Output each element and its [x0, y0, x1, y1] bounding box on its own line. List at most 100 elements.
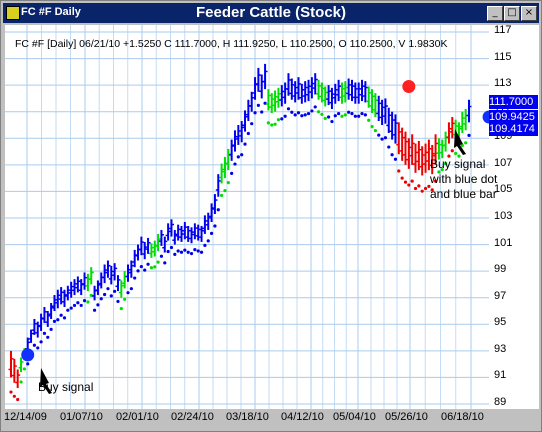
stop-dot [413, 186, 418, 191]
stop-dot [454, 151, 458, 156]
stop-dot [380, 137, 384, 141]
stop-dot [333, 114, 337, 118]
stop-dot [209, 231, 214, 236]
stop-dot [56, 318, 60, 322]
stop-dot [193, 248, 197, 252]
stop-dot [12, 394, 16, 398]
price-chart[interactable] [5, 25, 489, 409]
y-tick-label: 99 [494, 263, 507, 276]
y-tick-label: 103 [494, 210, 513, 222]
stop-dot [323, 116, 327, 120]
stop-dot [42, 331, 47, 335]
stop-dot [387, 145, 391, 149]
stop-dot [273, 122, 277, 126]
stop-dot [99, 297, 103, 301]
plot-area[interactable]: FC #F [Daily] 06/21/10 +1.5250 C 111.700… [5, 25, 489, 409]
stop-dot [400, 176, 404, 180]
stop-dot [236, 155, 240, 159]
stop-dot [296, 111, 301, 115]
stop-dot [276, 118, 281, 122]
y-tick-label: 107 [494, 156, 513, 169]
x-tick-label: 05/04/10 [333, 411, 376, 423]
middle-price-label: 109.9425 [489, 110, 538, 124]
x-tick-label: 06/18/10 [441, 411, 484, 423]
x-tick-label: 12/14/09 [4, 411, 47, 423]
stop-dot [377, 133, 381, 137]
stop-dot [337, 111, 341, 116]
stop-dot [350, 111, 354, 116]
stop-dot [326, 115, 331, 119]
y-tick-label: 95 [494, 316, 507, 329]
x-tick-label: 05/26/10 [385, 411, 428, 423]
stop-dot [403, 180, 408, 184]
blue-signal-dot [482, 110, 489, 124]
stop-dot [109, 294, 113, 298]
buy-signal-annotation-2-line1: Buy signal [430, 157, 486, 171]
stop-dot [203, 243, 207, 247]
app-icon [6, 6, 20, 20]
stop-dot [36, 346, 40, 350]
stop-dot [186, 250, 190, 254]
stop-dot [199, 250, 204, 254]
stop-dot [353, 114, 357, 118]
x-tick-label: 03/18/10 [226, 411, 269, 423]
stop-dot [22, 367, 26, 371]
minimize-button[interactable]: _ [487, 6, 503, 21]
stop-dot [153, 265, 157, 269]
close-button[interactable]: × [521, 6, 537, 21]
arrow-icon [454, 129, 466, 155]
stop-dot [443, 161, 448, 166]
blue-signal-dot [21, 348, 35, 362]
y-tick-label: 105 [494, 183, 513, 196]
stop-dot [340, 114, 344, 118]
stop-dot [263, 101, 267, 105]
stop-dot [206, 239, 210, 243]
title-bar[interactable]: FC #F Daily Feeder Cattle (Stock) _ □ × [3, 3, 539, 23]
stop-dot [266, 121, 271, 125]
stop-dot [423, 186, 428, 191]
stop-dot [293, 113, 297, 117]
stop-dot [16, 397, 20, 402]
stop-dot [223, 189, 227, 193]
stop-dot [306, 111, 311, 116]
y-tick-label: 101 [494, 236, 513, 249]
stop-dot [179, 250, 184, 254]
arrow-icon [40, 368, 52, 394]
maximize-button[interactable]: □ [504, 6, 520, 21]
stop-dot [240, 153, 244, 157]
x-tick-label: 02/24/10 [171, 411, 214, 423]
stop-dot [82, 299, 87, 303]
stop-dot [220, 193, 224, 198]
stop-dot [320, 112, 324, 116]
x-tick-label: 04/12/10 [281, 411, 324, 423]
stop-dot [450, 149, 454, 153]
stop-dot [303, 113, 307, 117]
stop-dot [300, 114, 304, 118]
buy-signal-annotation-1: Buy signal [38, 380, 94, 394]
stop-dot [39, 340, 43, 344]
stop-dot [76, 301, 80, 305]
stop-dot [360, 111, 364, 116]
stop-dot [280, 117, 284, 121]
stop-dot [407, 183, 411, 187]
stop-dot [397, 169, 401, 173]
stop-dot [373, 128, 377, 133]
stop-dot [343, 113, 347, 117]
stop-dot [143, 268, 147, 272]
stop-dot [256, 103, 260, 107]
y-tick-label: 117 [494, 24, 512, 36]
signal-price-label: 109.4174 [489, 122, 538, 136]
stop-dot [310, 109, 314, 113]
stop-dot [246, 131, 250, 136]
stop-dot [9, 390, 13, 394]
stop-dot [433, 179, 438, 183]
stop-dot [59, 313, 63, 317]
stop-dot [26, 362, 30, 366]
stop-dot [230, 171, 234, 175]
stop-dot [357, 114, 361, 118]
stop-dot [79, 303, 83, 308]
stop-dot [330, 119, 334, 124]
stop-dot [393, 157, 398, 161]
stop-dot [189, 252, 194, 256]
stop-dot [149, 266, 154, 270]
